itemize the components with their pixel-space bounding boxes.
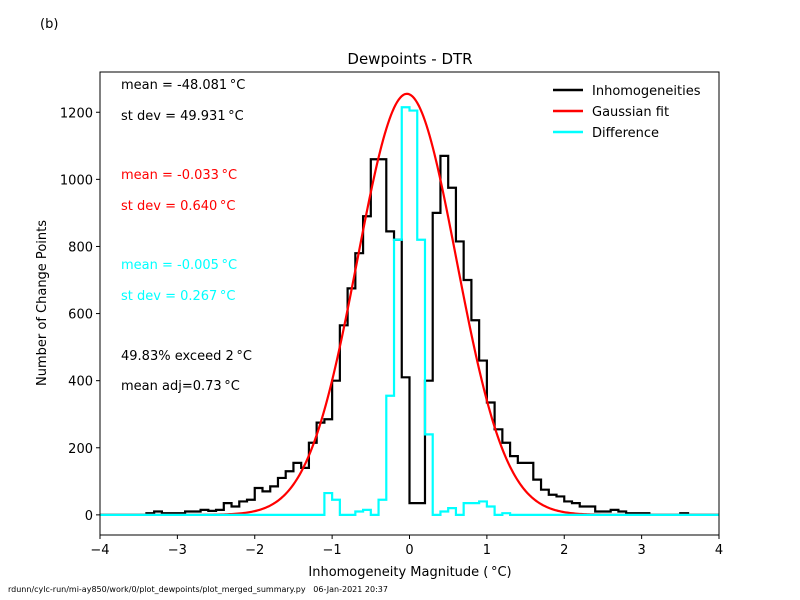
- stats-annotation: mean = -0.033 °C: [121, 168, 237, 183]
- legend: Inhomogeneities Gaussian fit Difference: [553, 84, 701, 141]
- footer: rdunn/cylc-run/mi-ay850/work/0/plot_dewp…: [8, 585, 388, 594]
- legend-label-difference: Difference: [592, 126, 659, 141]
- x-axis-label: Inhomogeneity Magnitude ( °C): [308, 565, 511, 580]
- stats-annotation: 49.83% exceed 2 °C: [121, 349, 252, 364]
- legend-label-gaussian: Gaussian fit: [592, 105, 669, 120]
- y-tick-label: 800: [68, 240, 93, 255]
- x-tick-label: −4: [90, 543, 109, 558]
- series-difference-step: [100, 106, 719, 516]
- y-tick-label: 1200: [60, 106, 93, 121]
- chart-title: Dewpoints - DTR: [347, 50, 472, 68]
- stats-annotation: st dev = 0.640 °C: [121, 199, 236, 214]
- stats-annotation: st dev = 0.267 °C: [121, 289, 236, 304]
- y-tick-label: 600: [68, 308, 93, 323]
- x-tick-label: −3: [168, 543, 187, 558]
- x-tick-label: 1: [483, 543, 491, 558]
- y-tick-label: 0: [85, 509, 93, 524]
- stats-annotation: mean = -0.005 °C: [121, 258, 237, 273]
- footer-script-path: rdunn/cylc-run/mi-ay850/work/0/plot_dewp…: [8, 585, 306, 594]
- x-tick-label: 3: [637, 543, 645, 558]
- stats-annotation: st dev = 49.931 °C: [121, 109, 244, 124]
- y-tick-label: 1000: [60, 173, 93, 188]
- stats-annotation: mean = -48.081 °C: [121, 78, 245, 93]
- footer-timestamp: 06-Jan-2021 20:37: [313, 585, 388, 594]
- y-axis-label: Number of Change Points: [35, 220, 50, 386]
- series-inhomogeneities-step: [100, 154, 719, 516]
- x-tick-label: −1: [323, 543, 342, 558]
- x-tick-label: 0: [405, 543, 413, 558]
- x-tick-label: 2: [560, 543, 568, 558]
- legend-label-inhomogeneities: Inhomogeneities: [592, 84, 701, 99]
- y-tick-label: 200: [68, 442, 93, 457]
- y-tick-label: 400: [68, 375, 93, 390]
- panel-label: (b): [40, 17, 59, 32]
- x-tick-label: −2: [245, 543, 264, 558]
- stats-annotation: mean adj=0.73 °C: [121, 379, 240, 394]
- x-tick-label: 4: [715, 543, 723, 558]
